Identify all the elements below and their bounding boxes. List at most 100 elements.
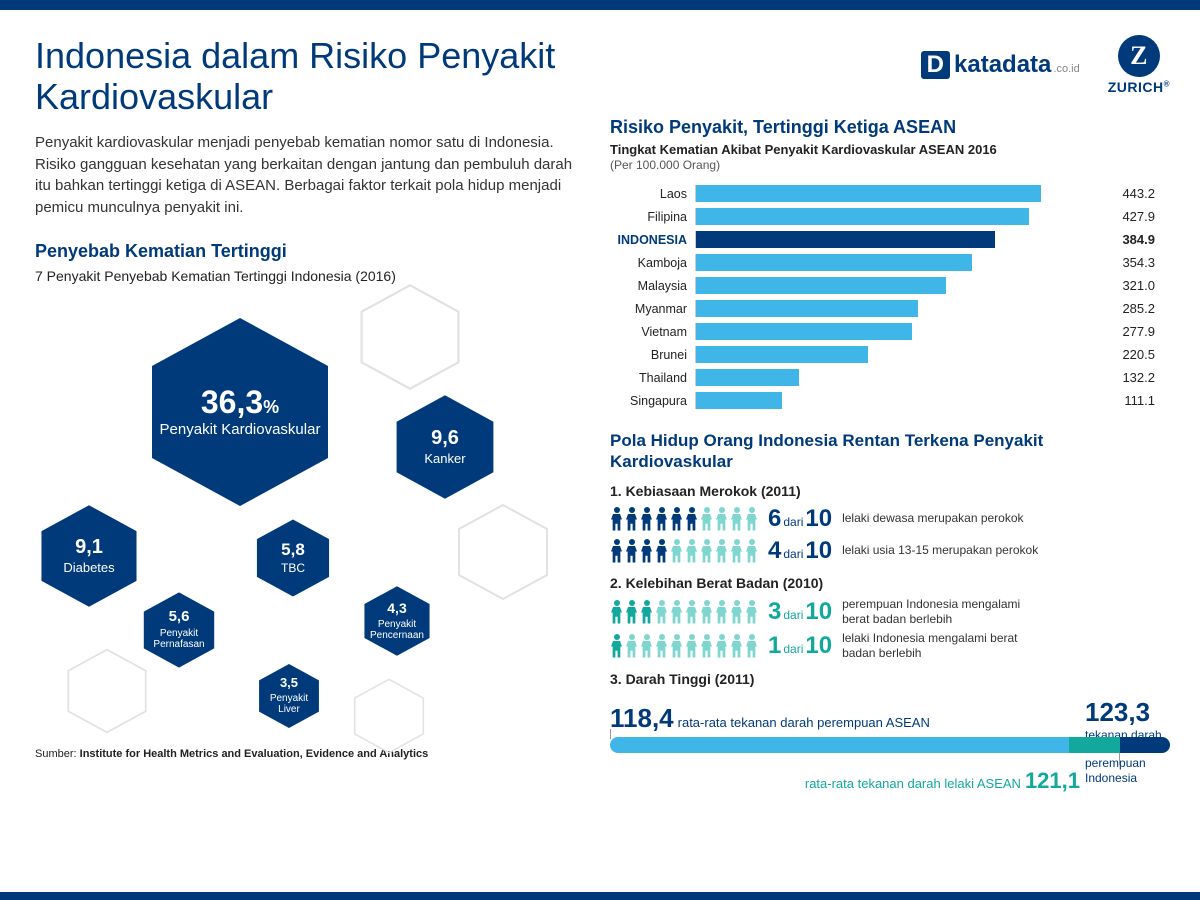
hex-value: 4,3 <box>387 601 406 615</box>
katadata-logo: D katadata .co.id <box>921 51 1080 79</box>
bar-label: Malaysia <box>610 279 695 293</box>
bar-label: Filipina <box>610 210 695 224</box>
main-layout: Indonesia dalam Risiko Penyakit Kardiova… <box>0 10 1200 804</box>
picto-row: 1dari10lelaki Indonesia mengalami berat … <box>610 631 1170 661</box>
bar-track <box>695 392 1085 409</box>
zurich-z-icon: Z <box>1118 35 1160 77</box>
zurich-logo: Z ZURICH® <box>1108 35 1170 95</box>
bar-label: Laos <box>610 187 695 201</box>
picto-desc: lelaki usia 13-15 merupakan perokok <box>842 543 1038 558</box>
katadata-suffix: .co.id <box>1053 63 1079 75</box>
hex-item: 5,6Penyakit Pernafasan <box>139 590 219 670</box>
bar-fill <box>696 392 782 409</box>
bar-label: Kamboja <box>610 256 695 270</box>
bar-fill <box>696 254 972 271</box>
bar-value: 132.2 <box>1085 370 1155 385</box>
person-icon <box>610 634 623 658</box>
lifestyle-block: 1. Kebiasaan Merokok (2011)6dari10lelaki… <box>610 483 1170 794</box>
picto-group <box>610 634 758 658</box>
bar-row: Laos443.2 <box>610 182 1170 205</box>
logo-row: D katadata .co.id Z ZURICH® <box>610 35 1170 95</box>
bp-tick <box>1119 753 1120 765</box>
picto-desc: lelaki dewasa merupakan perokok <box>842 511 1023 526</box>
asean-bar-chart: Laos443.2Filipina427.9INDONESIA384.9Kamb… <box>610 182 1170 412</box>
bar-track <box>695 369 1085 386</box>
lifestyle-sub: 2. Kelebihan Berat Badan (2010) <box>610 575 1170 591</box>
person-icon <box>655 507 668 531</box>
bar-track <box>695 185 1085 202</box>
hex-value: 3,5 <box>280 676 298 689</box>
person-icon <box>730 507 743 531</box>
katadata-d-icon: D <box>921 51 950 79</box>
person-icon <box>685 634 698 658</box>
bp-tick <box>610 729 611 739</box>
person-icon <box>655 600 668 624</box>
bar-fill <box>696 323 912 340</box>
bar-value: 285.2 <box>1085 301 1155 316</box>
person-icon <box>745 539 758 563</box>
hex-label: Diabetes <box>63 561 114 575</box>
person-icon <box>670 539 683 563</box>
bar-label: INDONESIA <box>610 233 695 247</box>
bp-segment <box>1120 737 1170 753</box>
hex-label: Penyakit Kardiovaskular <box>160 422 321 439</box>
source-line: Sumber: Institute for Health Metrics and… <box>35 748 580 760</box>
zurich-reg: ® <box>1164 79 1170 88</box>
hex-value: 9,1 <box>75 537 103 557</box>
bar-track <box>695 346 1085 363</box>
person-icon <box>700 634 713 658</box>
asean-subheading: Tingkat Kematian Akibat Penyakit Kardiov… <box>610 142 1170 157</box>
katadata-name: katadata <box>954 51 1051 79</box>
bar-row: Myanmar285.2 <box>610 297 1170 320</box>
person-icon <box>715 600 728 624</box>
person-icon <box>685 507 698 531</box>
bar-value: 220.5 <box>1085 347 1155 362</box>
left-column: Indonesia dalam Risiko Penyakit Kardiova… <box>35 35 580 794</box>
bar-label: Thailand <box>610 371 695 385</box>
bar-fill <box>696 277 946 294</box>
picto-row: 4dari10lelaki usia 13-15 merupakan perok… <box>610 537 1170 565</box>
bar-row: Filipina427.9 <box>610 205 1170 228</box>
picto-group <box>610 507 758 531</box>
lifestyle-heading: Pola Hidup Orang Indonesia Rentan Terken… <box>610 430 1170 473</box>
bar-fill <box>696 346 868 363</box>
hex-outline <box>350 677 428 755</box>
hex-label: Penyakit Pencernaan <box>366 619 429 641</box>
person-icon <box>745 507 758 531</box>
hex-item: 36,3%Penyakit Kardiovaskular <box>140 312 340 512</box>
person-icon <box>730 539 743 563</box>
picto-group <box>610 600 758 624</box>
person-icon <box>700 600 713 624</box>
hex-item: 5,8TBC <box>252 517 334 599</box>
person-icon <box>625 539 638 563</box>
bar-row: Singapura 111.1 <box>610 389 1170 412</box>
bar-label: Singapura <box>610 394 695 408</box>
right-column: D katadata .co.id Z ZURICH® Risiko Penya… <box>610 35 1170 794</box>
ratio-text: 6dari10 <box>768 505 832 533</box>
zurich-text: ZURICH <box>1108 79 1164 95</box>
bp-chart: 118,4rata-rata tekanan darah perempuan A… <box>610 699 1170 794</box>
bar-track <box>695 254 1085 271</box>
person-icon <box>715 539 728 563</box>
asean-heading: Risiko Penyakit, Tertinggi Ketiga ASEAN <box>610 117 1170 138</box>
hex-outline <box>453 502 553 602</box>
bar-label: Vietnam <box>610 325 695 339</box>
picto-row: 3dari10perempuan Indonesia mengalami ber… <box>610 597 1170 627</box>
bar-value: 277.9 <box>1085 324 1155 339</box>
picto-row: 6dari10 lelaki dewasa merupakan perokok <box>610 505 1170 533</box>
person-icon <box>715 634 728 658</box>
person-icon <box>610 539 623 563</box>
bar-fill <box>696 231 995 248</box>
picto-desc: perempuan Indonesia mengalami berat bada… <box>842 597 1042 627</box>
person-icon <box>625 600 638 624</box>
bar-value: 111.1 <box>1085 393 1155 408</box>
hex-label: TBC <box>281 562 305 575</box>
bar-row: Malaysia321.0 <box>610 274 1170 297</box>
person-icon <box>670 507 683 531</box>
hex-item: 4,3 Penyakit Pencernaan <box>360 584 434 658</box>
bp-bar <box>610 737 1170 753</box>
bp-segment <box>1069 737 1119 753</box>
hex-item: 9,6Kanker <box>390 392 500 502</box>
causes-heading: Penyebab Kematian Tertinggi <box>35 241 580 262</box>
picto-desc: lelaki Indonesia mengalami berat badan b… <box>842 631 1042 661</box>
